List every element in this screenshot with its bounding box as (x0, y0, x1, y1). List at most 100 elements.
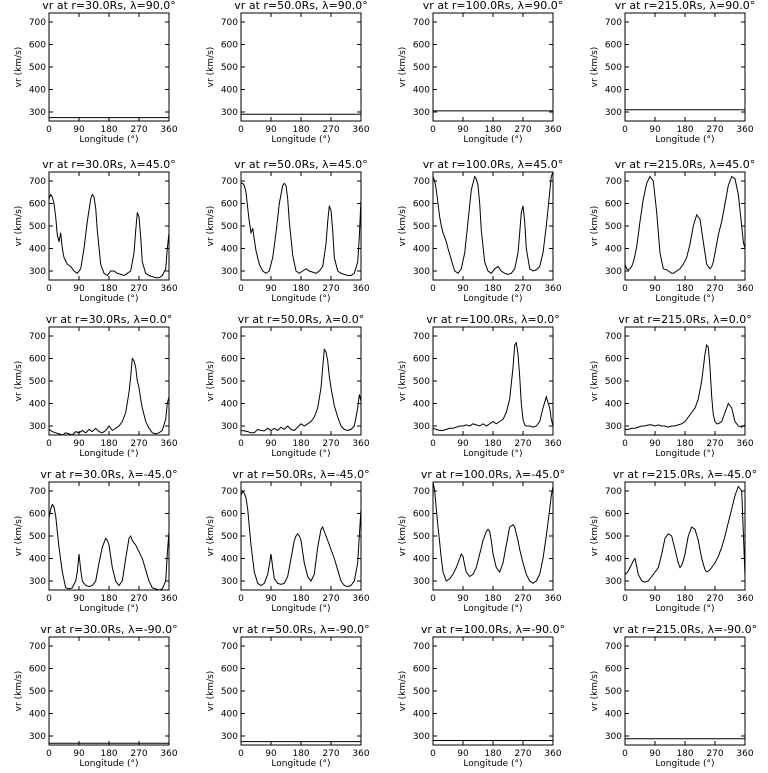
y-tick-label: 400 (605, 555, 622, 565)
x-tick-label: 360 (352, 749, 369, 759)
subplot-1-1: vr at r=50.0Rs, λ=45.0° 0 90 180 270 360 300 40… (206, 158, 370, 304)
y-tick-label: 400 (413, 555, 430, 565)
subplot-0-1: vr at r=50.0Rs, λ=90.0° 0 90 180 270 360 300 40… (206, 0, 370, 145)
y-tick-label: 700 (29, 487, 46, 497)
x-tick-label: 90 (73, 749, 85, 759)
y-tick-label: 600 (29, 200, 46, 210)
y-tick-label: 700 (605, 177, 622, 187)
plot-frame (240, 481, 362, 591)
y-tick-label: 600 (605, 200, 622, 210)
x-tick-label: 90 (457, 284, 469, 294)
plot-title: vr at r=30.0Rs, λ=45.0° (42, 158, 175, 171)
y-tick-label: 600 (605, 355, 622, 365)
x-tick-label: 180 (292, 125, 309, 135)
series-line (432, 481, 554, 584)
y-tick-label: 500 (605, 377, 622, 387)
x-tick-label: 180 (676, 439, 693, 449)
y-axis-label: vr (km/s) (206, 516, 216, 557)
y-tick-label: 700 (605, 642, 622, 652)
x-tick-label: 90 (649, 125, 661, 135)
series-line (48, 193, 170, 279)
y-tick-label: 400 (29, 86, 46, 96)
x-tick-label: 270 (322, 284, 339, 294)
y-tick-label: 600 (605, 510, 622, 520)
plot-title: vr at r=50.0Rs, λ=90.0° (234, 0, 367, 12)
plot-title: vr at r=30.0Rs, λ=-45.0° (40, 468, 177, 481)
x-tick-label: 180 (100, 749, 117, 759)
x-tick-label: 360 (544, 594, 561, 604)
series-line (241, 182, 362, 276)
y-tick-label: 700 (29, 642, 46, 652)
x-tick-label: 360 (736, 125, 753, 135)
y-tick-label: 700 (221, 177, 238, 187)
x-tick-label: 180 (484, 439, 501, 449)
x-axis-label: Longitude (°) (655, 604, 714, 614)
x-tick-label: 270 (706, 284, 723, 294)
x-tick-label: 0 (46, 284, 52, 294)
y-axis-label: vr (km/s) (14, 206, 24, 247)
y-tick-label: 400 (29, 245, 46, 255)
x-tick-label: 270 (130, 439, 147, 449)
y-axis-label: vr (km/s) (14, 671, 24, 712)
x-tick-label: 360 (736, 284, 753, 294)
y-tick-label: 600 (413, 355, 430, 365)
y-tick-label: 300 (413, 422, 430, 432)
x-tick-label: 360 (544, 439, 561, 449)
y-tick-label: 400 (605, 400, 622, 410)
plot-title: vr at r=215.0Rs, λ=0.0° (618, 313, 751, 326)
y-tick-label: 300 (221, 267, 238, 277)
x-tick-label: 180 (676, 125, 693, 135)
x-axis-label: Longitude (°) (79, 449, 138, 459)
x-tick-label: 90 (457, 749, 469, 759)
y-tick-label: 500 (605, 63, 622, 73)
x-tick-label: 360 (352, 439, 369, 449)
y-tick-label: 600 (413, 665, 430, 675)
y-tick-label: 600 (221, 41, 238, 51)
x-axis-label: Longitude (°) (655, 294, 714, 304)
y-axis-label: vr (km/s) (14, 47, 24, 88)
y-axis-label: vr (km/s) (590, 361, 600, 402)
plot-title: vr at r=215.0Rs, λ=45.0° (615, 158, 755, 171)
x-axis-label: Longitude (°) (79, 604, 138, 614)
x-tick-label: 180 (100, 125, 117, 135)
y-tick-label: 300 (605, 422, 622, 432)
x-tick-label: 0 (622, 284, 628, 294)
x-tick-label: 360 (736, 749, 753, 759)
y-tick-label: 600 (221, 665, 238, 675)
plot-title: vr at r=100.0Rs, λ=-90.0° (421, 623, 565, 636)
y-tick-label: 300 (29, 108, 46, 118)
x-tick-label: 180 (100, 594, 117, 604)
plot-frame (48, 636, 170, 746)
x-tick-label: 270 (322, 594, 339, 604)
subplot-4-3: vr at r=215.0Rs, λ=-90.0° 0 90 180 270 360 300… (590, 623, 757, 769)
x-tick-label: 270 (322, 125, 339, 135)
x-tick-label: 90 (265, 439, 277, 449)
plot-frame (240, 326, 362, 436)
y-tick-label: 300 (413, 577, 430, 587)
plot-frame (624, 326, 746, 436)
x-tick-label: 180 (676, 749, 693, 759)
y-tick-label: 300 (221, 108, 238, 118)
plot-frame (432, 636, 554, 746)
x-tick-label: 0 (622, 439, 628, 449)
plot-frame (48, 12, 170, 122)
plot-title: vr at r=100.0Rs, λ=0.0° (426, 313, 559, 326)
y-tick-label: 400 (413, 245, 430, 255)
y-axis-label: vr (km/s) (206, 47, 216, 88)
y-tick-label: 700 (413, 18, 430, 28)
plot-frame (48, 326, 170, 436)
plot-title: vr at r=50.0Rs, λ=45.0° (234, 158, 367, 171)
subplot-0-2: vr at r=100.0Rs, λ=90.0° 0 90 180 270 360 300 4… (398, 0, 563, 145)
plot-frame (624, 481, 746, 591)
x-tick-label: 180 (484, 284, 501, 294)
x-tick-label: 360 (160, 749, 177, 759)
y-tick-label: 500 (29, 222, 46, 232)
y-tick-label: 700 (29, 18, 46, 28)
x-tick-label: 270 (130, 749, 147, 759)
y-axis-label: vr (km/s) (398, 361, 408, 402)
x-tick-label: 270 (706, 749, 723, 759)
series-line (432, 341, 554, 431)
y-tick-label: 300 (221, 732, 238, 742)
y-tick-label: 400 (413, 86, 430, 96)
